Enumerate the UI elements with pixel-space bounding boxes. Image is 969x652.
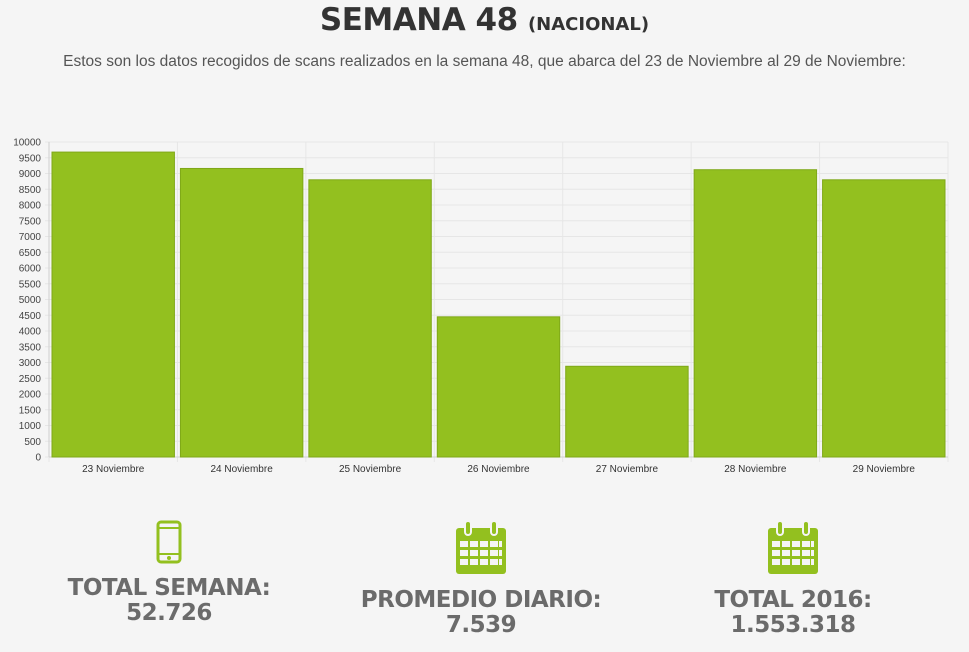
y-tick-label: 6000 [19, 264, 42, 275]
y-tick-label: 500 [24, 437, 41, 448]
y-tick-label: 1500 [19, 405, 42, 416]
y-tick-label: 7000 [19, 232, 42, 243]
stat-label: PROMEDIO DIARIO: [360, 587, 602, 613]
y-tick-label: 2000 [19, 390, 42, 401]
stat-total-2016: TOTAL 2016: 1.553.318 [633, 520, 953, 637]
calendar-icon [456, 520, 506, 574]
stat-value: 52.726 [126, 600, 212, 626]
x-tick-label: 23 Noviembre [82, 464, 145, 475]
bar [179, 167, 304, 458]
y-tick-label: 5500 [19, 279, 42, 290]
x-tick-label: 24 Noviembre [211, 464, 274, 475]
y-tick-label: 3500 [19, 342, 42, 353]
y-tick-label: 10000 [13, 138, 41, 149]
x-tick-label: 27 Noviembre [596, 464, 659, 475]
title-main: SEMANA 48 [319, 2, 518, 38]
bar [565, 365, 689, 458]
stat-promedio-diario: PROMEDIO DIARIO: 7.539 [321, 520, 641, 637]
x-tick-label: 28 Noviembre [724, 464, 787, 475]
x-tick-label: 29 Noviembre [853, 464, 916, 475]
x-tick-label: 26 Noviembre [467, 464, 530, 475]
stat-total-semana: TOTAL SEMANA: 52.726 [9, 520, 329, 625]
phone-icon [156, 520, 182, 564]
page-title: SEMANA 48 (NACIONAL) [0, 2, 969, 38]
y-tick-label: 1000 [19, 421, 42, 432]
title-suffix: (NACIONAL) [527, 14, 650, 35]
bar [308, 179, 432, 458]
y-tick-label: 4000 [19, 327, 42, 338]
y-tick-label: 5000 [19, 295, 42, 306]
bar [693, 169, 818, 458]
y-tick-label: 9500 [19, 153, 42, 164]
y-tick-label: 8500 [19, 185, 42, 196]
y-tick-label: 7500 [19, 216, 42, 227]
y-tick-label: 0 [35, 453, 41, 464]
bar-chart: 0 500 1000 1500 2000 2500 3000 3500 4000 4500 5000… [13, 138, 949, 475]
bar [51, 151, 175, 458]
x-tick-label: 25 Noviembre [339, 464, 402, 475]
y-tick-label: 8000 [19, 201, 42, 212]
page-description: Estos son los datos recogidos de scans r… [63, 53, 906, 70]
y-tick-label: 3000 [19, 358, 42, 369]
y-tick-label: 2500 [19, 374, 42, 385]
y-tick-label: 4500 [19, 311, 42, 322]
y-tick-label: 9000 [19, 169, 42, 180]
stat-label: TOTAL SEMANA: [67, 575, 271, 601]
stat-value: 1.553.318 [730, 612, 857, 638]
stat-value: 7.539 [445, 612, 517, 638]
bar [436, 316, 561, 458]
stat-label: TOTAL 2016: [714, 587, 872, 613]
bar [822, 179, 946, 458]
y-tick-label: 6500 [19, 248, 42, 259]
calendar-icon [768, 520, 818, 574]
